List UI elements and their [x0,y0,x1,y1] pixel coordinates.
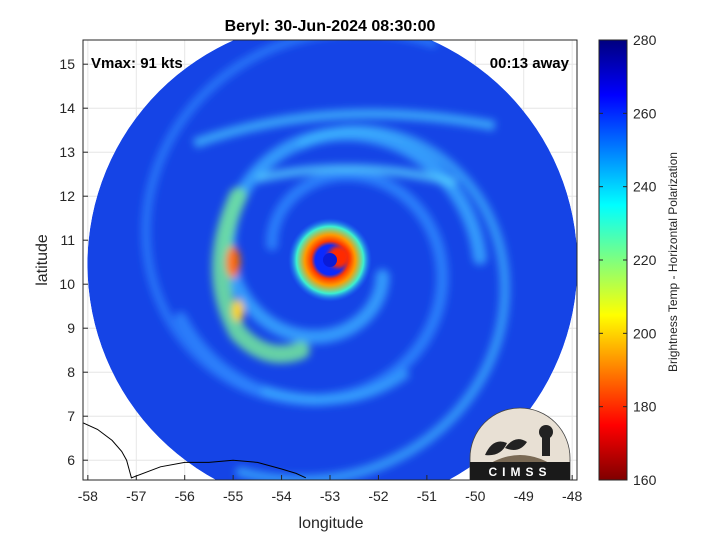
colorbar-label: Brightness Temp - Horizontal Polarizatio… [666,152,680,372]
vmax-annotation: Vmax: 91 kts [91,55,183,72]
logo-text: CIMSS [488,465,551,479]
y-axis-label: latitude [34,234,51,286]
y-tick-label: 8 [67,364,75,380]
y-tick-label: 6 [67,452,75,468]
colorbar-tick-label: 240 [633,179,657,195]
y-tick-label: 13 [59,144,75,160]
colorbar-tick-label: 280 [633,32,657,48]
x-tick-label: -51 [417,488,437,504]
colorbar-tick-label: 160 [633,472,657,488]
x-tick-label: -57 [126,488,146,504]
chart-title: Beryl: 30-Jun-2024 08:30:00 [225,18,436,35]
western-rain-band [212,187,310,364]
x-tick-label: -56 [175,488,195,504]
coastline [83,422,307,479]
y-tick-label: 7 [67,408,75,424]
rain-bands [141,40,510,480]
rain-band [256,164,458,188]
x-tick-label: -49 [514,488,534,504]
time-away-annotation: 00:13 away [490,55,570,72]
x-tick-label: -52 [368,488,388,504]
y-tick-label: 9 [67,320,75,336]
y-tick-label: 10 [59,276,75,292]
rain-band [235,125,510,480]
cimss-logo: CIMSS [469,407,571,481]
colorbar-ticks: 160 180 200 220 240 260 280 [599,32,657,488]
x-tick-label: -54 [271,488,291,504]
colorbar-tick-label: 220 [633,252,657,268]
x-tick-label: -48 [562,488,582,504]
y-tick-label: 11 [60,232,75,248]
convective-cell [226,246,241,279]
colorbar-tick-label: 260 [633,105,657,121]
rain-band [260,368,411,405]
y-tick-label: 15 [59,56,75,72]
y-tick-label: 12 [59,188,75,204]
convective-cell [231,299,244,322]
x-tick-label: -55 [223,488,243,504]
swath [83,40,577,480]
x-axis-label: longitude [299,515,364,532]
rain-band [192,108,496,149]
rain-band [141,40,438,404]
x-tick-label: -58 [78,488,98,504]
eye [323,253,337,267]
colorbar-tick-label: 180 [633,399,657,415]
x-tick-label: -53 [320,488,340,504]
y-axis-ticks: 6 7 8 9 10 11 12 13 14 15 [59,56,88,468]
y-tick-label: 14 [59,100,75,116]
colorbar [598,39,628,481]
x-tick-label: -50 [465,488,485,504]
x-axis-ticks: -58 -57 -56 -55 -54 -53 -52 -51 -50 -49 -48 [78,475,582,504]
colorbar-tick-label: 200 [633,325,657,341]
